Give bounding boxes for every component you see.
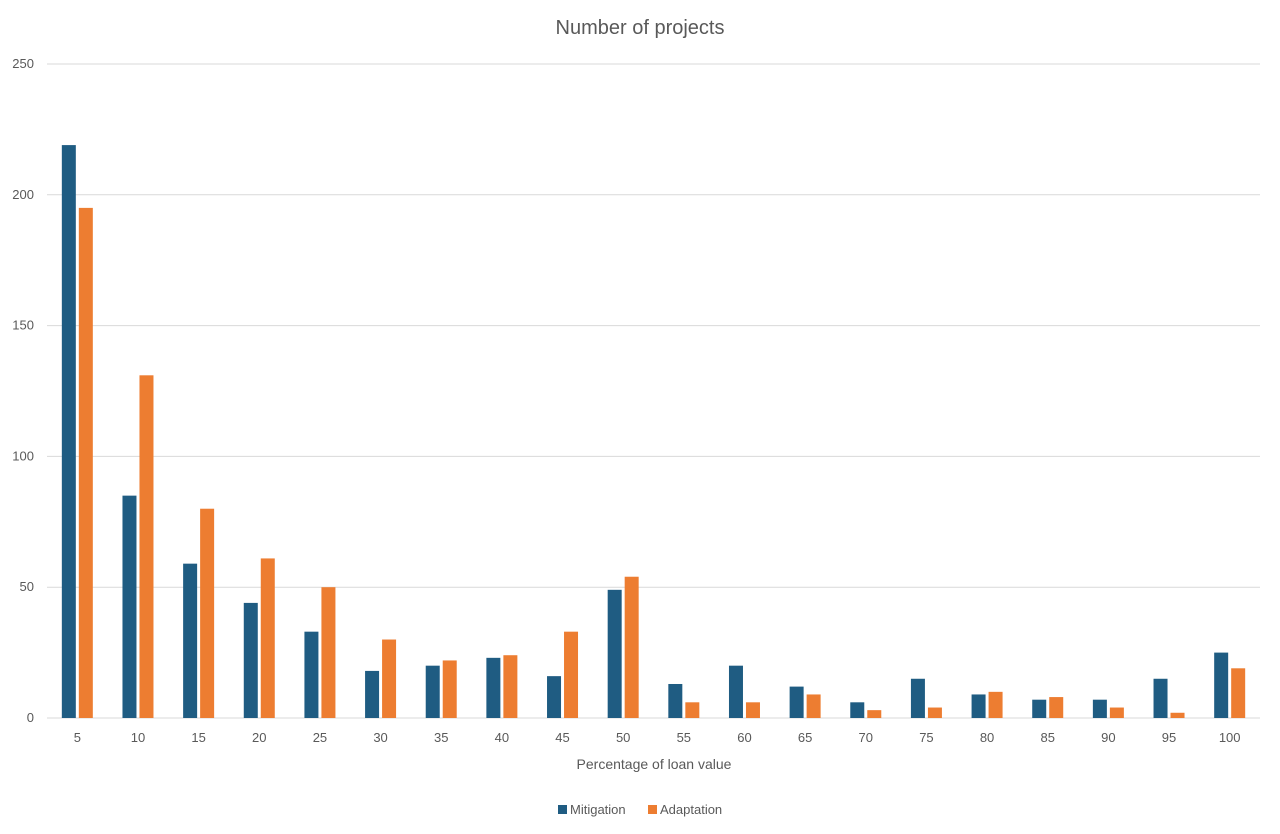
- bar-adaptation-95: [1170, 712, 1185, 718]
- bar-adaptation-35: [442, 660, 457, 718]
- bars: [61, 145, 1246, 718]
- bar-adaptation-80: [988, 691, 1003, 718]
- bar-mitigation-10: [122, 495, 137, 718]
- x-tick-label: 35: [434, 730, 448, 745]
- legend: Mitigation Adaptation: [558, 802, 722, 817]
- y-tick-label: 200: [12, 187, 34, 202]
- bar-mitigation-55: [668, 683, 683, 718]
- bar-adaptation-65: [806, 694, 821, 718]
- x-tick-label: 45: [555, 730, 569, 745]
- x-tick-label: 100: [1219, 730, 1241, 745]
- bar-adaptation-60: [745, 702, 760, 718]
- x-tick-label: 95: [1162, 730, 1176, 745]
- x-tick-label: 80: [980, 730, 994, 745]
- bar-adaptation-70: [867, 710, 882, 718]
- bar-adaptation-40: [503, 655, 518, 718]
- bar-mitigation-95: [1153, 678, 1168, 718]
- bar-adaptation-75: [927, 707, 942, 718]
- bar-mitigation-20: [243, 602, 258, 718]
- bar-adaptation-50: [624, 576, 639, 718]
- x-tick-label: 10: [131, 730, 145, 745]
- x-tick-label: 15: [191, 730, 205, 745]
- x-tick-label: 25: [313, 730, 327, 745]
- x-tick-label: 60: [737, 730, 751, 745]
- x-tick-label: 75: [919, 730, 933, 745]
- chart-title: Number of projects: [556, 17, 725, 39]
- x-axis-ticks: 5 10 15 20 25 30 35 40 45 50 55 60 65 70 75 80 85 90 95 100: [74, 730, 1241, 745]
- bar-adaptation-100: [1231, 668, 1246, 718]
- x-tick-label: 50: [616, 730, 630, 745]
- y-tick-label: 0: [27, 710, 34, 725]
- bar-mitigation-100: [1214, 652, 1229, 718]
- bar-adaptation-45: [564, 631, 579, 718]
- bar-adaptation-85: [1049, 697, 1064, 718]
- bar-mitigation-45: [547, 676, 562, 718]
- bar-mitigation-35: [425, 665, 440, 718]
- legend-swatch-mitigation: [558, 805, 567, 814]
- legend-label-adaptation: Adaptation: [660, 802, 722, 817]
- legend-label-mitigation: Mitigation: [570, 802, 626, 817]
- bar-mitigation-5: [61, 145, 76, 718]
- bar-mitigation-50: [607, 589, 622, 718]
- bar-mitigation-80: [971, 694, 986, 718]
- x-tick-label: 90: [1101, 730, 1115, 745]
- y-tick-label: 150: [12, 318, 34, 333]
- x-tick-label: 65: [798, 730, 812, 745]
- x-tick-label: 70: [859, 730, 873, 745]
- x-tick-label: 85: [1040, 730, 1054, 745]
- y-tick-label: 250: [12, 56, 34, 71]
- y-axis-ticks: 0 50 100 150 200 250: [12, 56, 34, 725]
- bar-adaptation-30: [382, 639, 397, 718]
- bar-mitigation-70: [850, 702, 865, 718]
- x-axis-label: Percentage of loan value: [577, 756, 732, 772]
- bar-mitigation-85: [1032, 699, 1047, 718]
- bar-mitigation-90: [1092, 699, 1107, 718]
- bar-adaptation-20: [260, 558, 275, 718]
- x-tick-label: 40: [495, 730, 509, 745]
- x-tick-label: 5: [74, 730, 81, 745]
- bar-adaptation-90: [1109, 707, 1124, 718]
- bar-mitigation-75: [910, 678, 925, 718]
- legend-swatch-adaptation: [648, 805, 657, 814]
- bar-mitigation-40: [486, 657, 501, 718]
- y-tick-label: 50: [20, 579, 34, 594]
- bar-adaptation-5: [78, 207, 93, 718]
- bar-adaptation-15: [200, 508, 215, 718]
- x-tick-label: 55: [677, 730, 691, 745]
- bar-mitigation-25: [304, 631, 319, 718]
- bar-adaptation-55: [685, 702, 700, 718]
- bar-adaptation-10: [139, 375, 154, 718]
- y-tick-label: 100: [12, 448, 34, 463]
- gridlines: [47, 63, 1260, 719]
- bar-adaptation-25: [321, 587, 336, 718]
- bar-mitigation-15: [183, 563, 198, 718]
- x-tick-label: 30: [373, 730, 387, 745]
- bar-mitigation-60: [728, 665, 743, 718]
- bar-mitigation-30: [365, 670, 380, 718]
- bar-mitigation-65: [789, 686, 804, 718]
- x-tick-label: 20: [252, 730, 266, 745]
